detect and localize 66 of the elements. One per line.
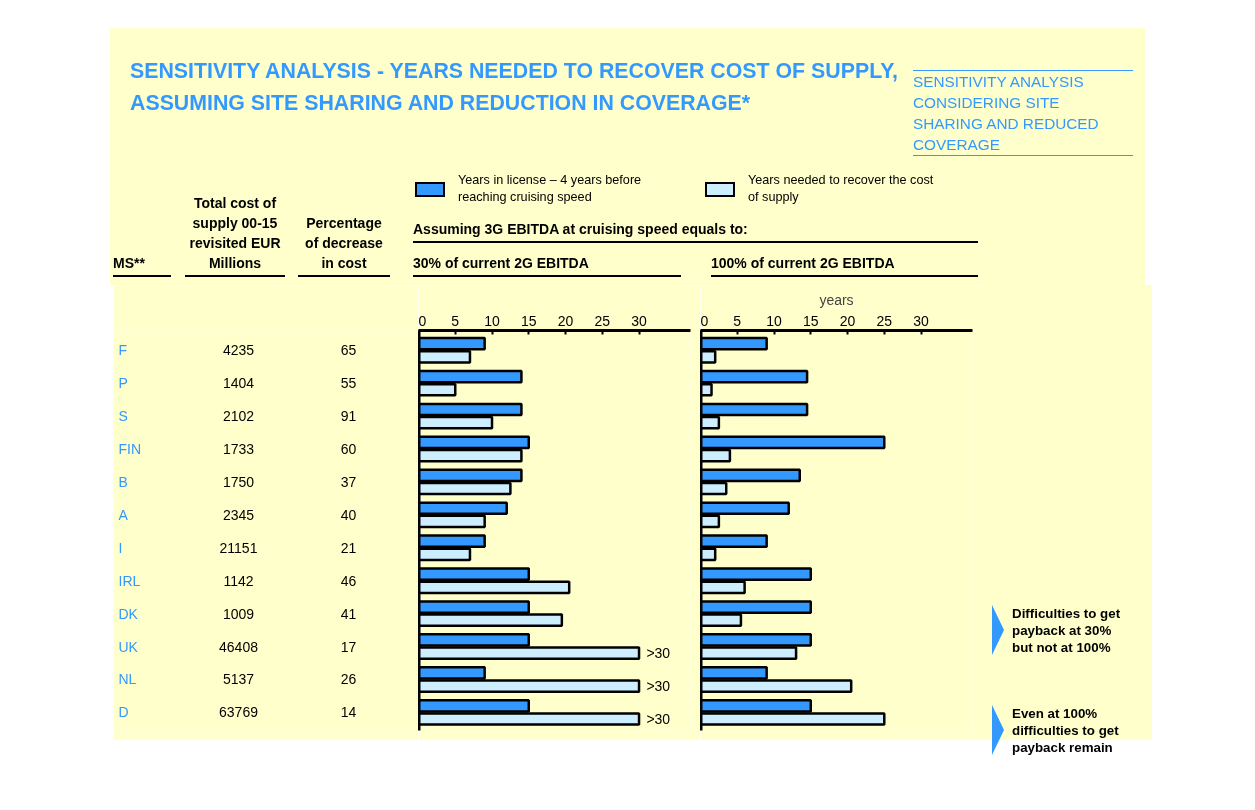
x-tick-label: 30 bbox=[631, 312, 648, 329]
category-label: P bbox=[118, 375, 128, 392]
series-label: Total cost of supply 00-15 revisited EUR Millions bbox=[185, 193, 285, 277]
data-label: >30 bbox=[646, 710, 671, 727]
data-label: 63769 bbox=[219, 704, 259, 721]
x-tick-label: 0 bbox=[700, 312, 709, 329]
data-label: 2102 bbox=[222, 408, 255, 425]
x-tick-label: 15 bbox=[520, 312, 537, 329]
data-label: 46 bbox=[340, 572, 357, 589]
category-label: I bbox=[118, 539, 123, 556]
category-label: DK bbox=[118, 605, 139, 622]
x-axis-title: years bbox=[819, 291, 854, 308]
x-tick-label: 20 bbox=[557, 312, 574, 329]
data-label: 26 bbox=[340, 671, 357, 688]
x-tick-label: 25 bbox=[594, 312, 611, 329]
x-tick-label: 0 bbox=[418, 312, 427, 329]
category-label: NL bbox=[118, 671, 137, 688]
data-label: >30 bbox=[646, 678, 671, 695]
legend-label: Years needed to recover the cost of supply bbox=[748, 172, 935, 206]
data-label: 40 bbox=[340, 506, 357, 523]
data-label: 60 bbox=[340, 441, 357, 458]
text: SENSITIVITY ANALYSIS - YEARS NEEDED TO RECOVER COST OF SUPPLY, ASSUMING SITE SHARING AND REDUCTION IN COVERAGE* bbox=[130, 58, 899, 117]
text: Assuming 3G EBITDA at cruising speed equals to: bbox=[413, 219, 978, 243]
data-label: 41 bbox=[340, 605, 357, 622]
text: MS** bbox=[113, 253, 171, 277]
chart-title: 30% of current 2G EBITDA bbox=[413, 253, 681, 277]
category-label: F bbox=[118, 342, 128, 359]
x-tick-label: 25 bbox=[876, 312, 893, 329]
data-label: 17 bbox=[340, 638, 357, 655]
x-tick-label: 5 bbox=[733, 312, 742, 329]
chart-title: 100% of current 2G EBITDA bbox=[711, 253, 978, 277]
data-label: 1750 bbox=[222, 473, 255, 490]
category-label: UK bbox=[118, 638, 139, 655]
data-label: 1142 bbox=[223, 572, 254, 589]
text: Even at 100% difficulties to get payback remain bbox=[1012, 705, 1120, 756]
x-tick-label: 20 bbox=[839, 312, 856, 329]
data-label: 14 bbox=[340, 704, 357, 721]
category-label: IRL bbox=[118, 572, 141, 589]
data-label: 2345 bbox=[222, 506, 255, 523]
data-label: 5137 bbox=[222, 671, 255, 688]
x-tick-label: 10 bbox=[484, 312, 501, 329]
data-label: >30 bbox=[646, 645, 671, 662]
category-label: B bbox=[118, 473, 128, 490]
text: Percentage of decrease in cost bbox=[298, 213, 390, 277]
category-label: FIN bbox=[118, 441, 142, 458]
data-label: 1404 bbox=[222, 375, 255, 392]
x-tick-label: 30 bbox=[913, 312, 930, 329]
x-tick-label: 5 bbox=[451, 312, 460, 329]
x-tick-label: 10 bbox=[766, 312, 783, 329]
text: Difficulties to get payback at 30% but not at 100% bbox=[1012, 605, 1122, 656]
data-label: 1733 bbox=[222, 441, 255, 458]
data-label: 21 bbox=[340, 539, 357, 556]
legend-label: Years in license – 4 years before reaching cruising speed bbox=[458, 172, 643, 206]
data-label: 91 bbox=[340, 408, 357, 425]
x-tick-label: 15 bbox=[802, 312, 819, 329]
category-label: S bbox=[118, 408, 128, 425]
category-label: A bbox=[118, 506, 129, 523]
data-label: 46408 bbox=[219, 638, 259, 655]
data-label: 1009 bbox=[222, 605, 255, 622]
category-label: D bbox=[118, 704, 129, 721]
text: SENSITIVITY ANALYSIS CONSIDERING SITE SHARING AND REDUCED COVERAGE bbox=[913, 70, 1133, 156]
data-label: 65 bbox=[340, 342, 357, 359]
data-label: 21151 bbox=[219, 539, 258, 556]
data-label: 37 bbox=[340, 473, 357, 490]
data-label: 55 bbox=[340, 375, 357, 392]
data-label: 4235 bbox=[222, 342, 255, 359]
